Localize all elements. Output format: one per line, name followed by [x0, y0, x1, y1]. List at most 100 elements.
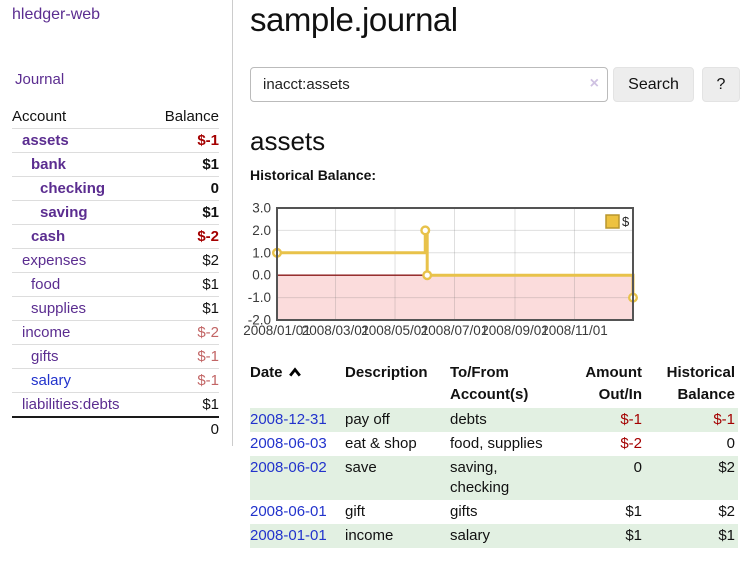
search-button[interactable]: Search: [613, 67, 694, 102]
account-row: assets $-1: [12, 128, 219, 153]
column-header-date[interactable]: Date: [250, 360, 345, 408]
svg-text:2008/09/01: 2008/09/01: [481, 323, 549, 338]
sidebar-item-journal[interactable]: Journal: [15, 71, 65, 88]
account-balance: $-1: [149, 368, 219, 393]
historical-balance-chart: 3.0 2.0 1.0 0.0 -1.0 -2.0 $2008/01/012008/03/0…: [243, 201, 639, 338]
account-balance: $-2: [149, 224, 219, 249]
account-link-bank[interactable]: bank: [31, 156, 67, 173]
transaction-amount: $1: [625, 527, 642, 544]
transaction-amount: $1: [625, 503, 642, 520]
accounts-total: 0: [149, 416, 219, 441]
transaction-balance: 0: [726, 435, 735, 452]
svg-text:2008/07/01: 2008/07/01: [421, 323, 489, 338]
transaction-date-link[interactable]: 2008-01-01: [250, 527, 327, 544]
column-header-accounts: To/From Account(s): [450, 364, 529, 403]
account-row: saving $1: [12, 200, 219, 225]
accounts-total-row: 0: [12, 416, 219, 441]
account-link-checking[interactable]: checking: [40, 180, 106, 197]
svg-text:-1.0: -1.0: [248, 290, 271, 305]
account-balance: 0: [149, 176, 219, 201]
transaction-date-link[interactable]: 2008-06-02: [250, 459, 327, 476]
account-balance: $-1: [149, 128, 219, 153]
svg-text:3.0: 3.0: [252, 201, 271, 216]
account-row: supplies $1: [12, 296, 219, 321]
register-header-row: Date Description To/From Account(s) Amou…: [250, 360, 738, 408]
account-row: income $-2: [12, 320, 219, 345]
clear-search-icon[interactable]: ×: [589, 75, 599, 92]
account-row: checking 0: [12, 176, 219, 201]
column-header-amount: Amount Out/In: [585, 364, 642, 403]
svg-text:2008/01/01: 2008/01/01: [243, 323, 311, 338]
transaction-balance: $-1: [713, 411, 735, 428]
transaction-description: save: [345, 459, 377, 476]
account-row: salary $-1: [12, 368, 219, 393]
search-input[interactable]: [250, 67, 608, 102]
transaction-date-link[interactable]: 2008-12-31: [250, 411, 327, 428]
chart-title: Historical Balance:: [250, 167, 377, 183]
account-balance: $1: [149, 296, 219, 321]
account-balance: $-2: [149, 320, 219, 345]
account-link-income[interactable]: income: [22, 324, 71, 341]
transaction-date-link[interactable]: 2008-06-03: [250, 435, 327, 452]
register-row: 2008-01-01 income salary $1 $1: [250, 524, 738, 548]
account-page-title: assets: [250, 126, 326, 156]
search-form: × Search ?: [250, 67, 740, 102]
transaction-accounts: saving, checking: [450, 459, 510, 496]
transaction-amount: $-1: [620, 411, 642, 428]
register-row: 2008-06-01 gift gifts $1 $2: [250, 500, 738, 524]
account-link-supplies[interactable]: supplies: [31, 300, 87, 317]
account-row: gifts $-1: [12, 344, 219, 369]
account-row: expenses $2: [12, 248, 219, 273]
page-title: sample.journal: [250, 1, 458, 38]
account-balance: $2: [149, 248, 219, 273]
account-row: cash $-2: [12, 224, 219, 249]
transaction-accounts: salary: [450, 527, 491, 544]
transaction-balance: $2: [718, 459, 735, 476]
transaction-accounts: food, supplies: [450, 435, 543, 452]
account-link-salary[interactable]: salary: [31, 372, 72, 389]
svg-text:1.0: 1.0: [252, 245, 271, 260]
account-link-liabilities-debts[interactable]: liabilities:debts: [22, 396, 120, 413]
account-balance: $1: [149, 272, 219, 297]
transaction-description: eat & shop: [345, 435, 417, 452]
brand-link[interactable]: hledger-web: [12, 6, 101, 23]
transaction-date-link[interactable]: 2008-06-01: [250, 503, 327, 520]
transaction-description: gift: [345, 503, 366, 520]
account-link-cash[interactable]: cash: [31, 228, 66, 245]
transaction-balance: $1: [718, 527, 735, 544]
register-row: 2008-12-31 pay off debts $-1 $-1: [250, 408, 738, 432]
account-link-food[interactable]: food: [31, 276, 61, 293]
svg-text:2008/05/01: 2008/05/01: [361, 323, 429, 338]
account-link-gifts[interactable]: gifts: [31, 348, 59, 365]
transaction-accounts: gifts: [450, 503, 478, 520]
accounts-header-balance: Balance: [164, 108, 219, 125]
accounts-header-account: Account: [12, 108, 67, 125]
sort-ascending-icon: [288, 367, 301, 377]
account-link-expenses[interactable]: expenses: [22, 252, 87, 269]
account-balance: $-1: [149, 344, 219, 369]
transaction-amount: $-2: [620, 435, 642, 452]
transaction-balance: $2: [718, 503, 735, 520]
sidebar-divider: [232, 0, 233, 446]
transaction-description: pay off: [345, 411, 390, 428]
account-balance: $1: [149, 392, 219, 417]
svg-text:2008/11/01: 2008/11/01: [541, 323, 608, 338]
account-link-assets[interactable]: assets: [22, 132, 69, 149]
transaction-accounts: debts: [450, 411, 487, 428]
svg-text:-2.0: -2.0: [248, 313, 271, 328]
register-row: 2008-06-03 eat & shop food, supplies $-2…: [250, 432, 738, 456]
transaction-description: income: [345, 527, 394, 544]
svg-text:0.0: 0.0: [252, 268, 271, 283]
register-table: Date Description To/From Account(s) Amou…: [250, 360, 738, 548]
column-header-balance: Historical Balance: [666, 364, 735, 403]
account-row: food $1: [12, 272, 219, 297]
account-link-saving[interactable]: saving: [40, 204, 88, 221]
sidebar-accounts-table: Account Balance assets $-1 bank $1 check…: [12, 105, 219, 441]
account-row: liabilities:debts $1: [12, 392, 219, 417]
svg-text:$: $: [622, 214, 630, 229]
column-header-description: Description: [345, 364, 428, 381]
transaction-amount: 0: [633, 459, 642, 476]
help-button[interactable]: ?: [702, 67, 740, 102]
account-balance: $1: [149, 200, 219, 225]
